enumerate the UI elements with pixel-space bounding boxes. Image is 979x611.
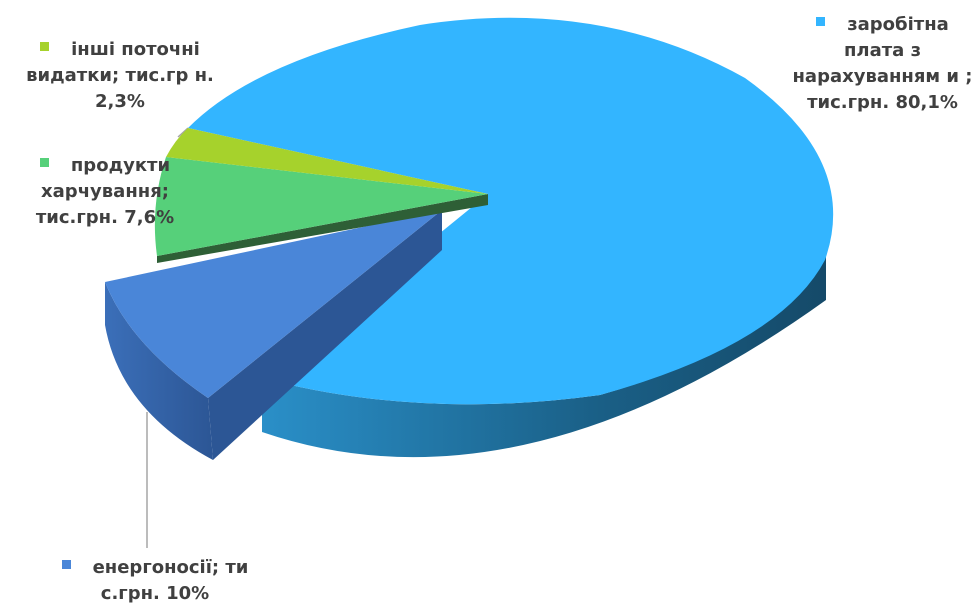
slice-energy[interactable] <box>105 210 442 398</box>
data-label-salary: заробітна плата з нарахуванням и ; тис.г… <box>790 12 975 116</box>
data-label-energy: енергоносії; ти с.грн. 10% <box>50 555 260 607</box>
label-text-other: інші поточні видатки; тис.гр н. 2,3% <box>26 39 214 112</box>
slice-food-side <box>157 194 488 263</box>
marker-food <box>39 158 49 167</box>
data-label-other: інші поточні видатки; тис.гр н. 2,3% <box>20 37 220 115</box>
marker-salary <box>816 17 826 26</box>
marker-other <box>40 42 50 51</box>
leader-line-other <box>177 127 189 138</box>
label-text-salary: заробітна плата з нарахуванням и ; тис.г… <box>792 14 973 113</box>
slice-energy-inner-side <box>208 210 442 460</box>
data-label-food: продукти харчування; тис.грн. 7,6% <box>15 153 195 231</box>
slice-other[interactable] <box>166 128 488 194</box>
marker-energy <box>61 560 71 569</box>
slice-energy-side <box>105 282 213 460</box>
label-text-food: продукти харчування; тис.грн. 7,6% <box>35 155 175 228</box>
slice-salary-side <box>262 240 826 458</box>
label-text-energy: енергоносії; ти с.грн. 10% <box>92 557 249 604</box>
slice-food[interactable] <box>154 157 488 256</box>
